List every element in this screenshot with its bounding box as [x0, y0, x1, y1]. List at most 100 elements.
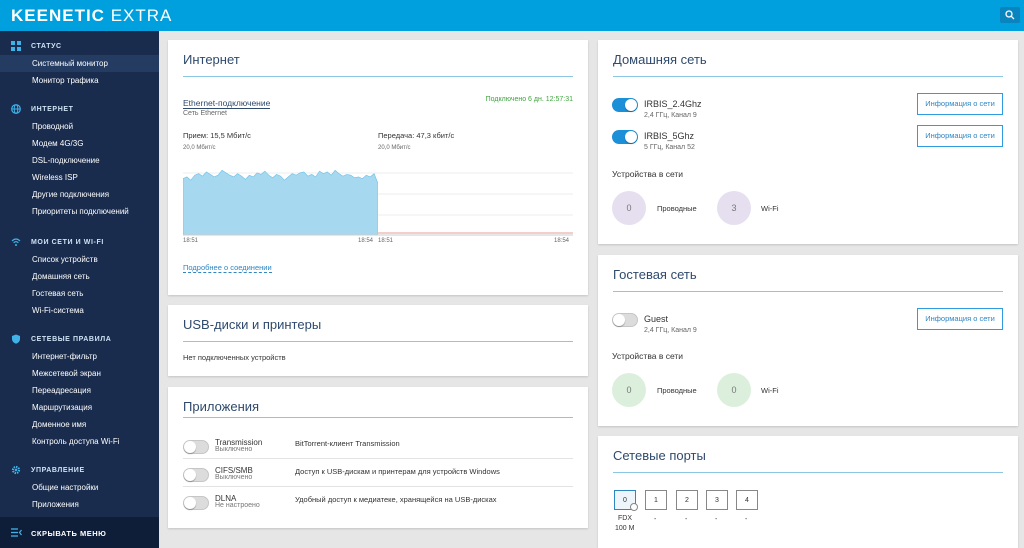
sidebar-section-internet: ИНТЕРНЕТ Проводной Модем 4G/3G DSL-подкл…	[0, 104, 159, 220]
port-0-speed: 100 M	[615, 525, 635, 532]
divider	[183, 341, 573, 342]
guest-detail: 2,4 ГГц, Канал 9	[644, 327, 697, 334]
sidebar: СТАТУС Системный монитор Монитор трафика…	[0, 31, 159, 548]
sidebar-item-home-network[interactable]: Домашняя сеть	[32, 272, 90, 281]
home-network-card: Домашняя сеть IRBIS_2.4Ghz 2,4 ГГц, Кана…	[598, 40, 1018, 244]
gear-icon	[11, 465, 21, 475]
sidebar-item-traffic-monitor[interactable]: Монитор трафика	[32, 76, 99, 85]
port-0-globe-icon	[630, 503, 638, 511]
port-2[interactable]: 2	[676, 490, 698, 510]
guest-ssid: Guest	[644, 314, 669, 324]
divider	[613, 291, 1003, 292]
wifi-5-toggle[interactable]	[612, 130, 638, 144]
hide-menu-label: СКРЫВАТЬ МЕНЮ	[31, 529, 107, 538]
rx-scale: 20,0 Мбит/с	[183, 145, 216, 151]
port-1[interactable]: 1	[645, 490, 667, 510]
search-icon	[1005, 10, 1015, 20]
sidebar-item-modem[interactable]: Модем 4G/3G	[32, 139, 84, 148]
sidebar-item-other-connections[interactable]: Другие подключения	[32, 190, 110, 199]
section-title: СЕТЕВЫЕ ПРАВИЛА	[31, 336, 112, 343]
sidebar-item-domain-name[interactable]: Доменное имя	[32, 420, 87, 429]
tx-time-start: 18:51	[378, 238, 394, 244]
divider	[613, 472, 1003, 473]
app-row-cifs: CIFS/SMB Выключено Доступ к USB-дискам и…	[183, 463, 573, 487]
grid-icon	[11, 41, 21, 51]
wifi-devices-count[interactable]: 0	[717, 373, 751, 407]
sidebar-item-forwarding[interactable]: Переадресация	[32, 386, 91, 395]
wifi-24-info-button[interactable]: Информация о сети	[917, 93, 1003, 115]
guest-info-button[interactable]: Информация о сети	[917, 308, 1003, 330]
sidebar-item-dsl[interactable]: DSL-подключение	[32, 156, 100, 165]
divider	[183, 417, 573, 418]
app-toggle[interactable]	[183, 468, 209, 482]
divider	[613, 76, 1003, 77]
wifi-label: Wi-Fi	[761, 386, 779, 395]
wifi-5-info-button[interactable]: Информация о сети	[917, 125, 1003, 147]
sidebar-item-system-monitor[interactable]: Системный монитор	[0, 55, 159, 72]
wired-devices-count[interactable]: 0	[612, 191, 646, 225]
app-row-transmission: Transmission Выключено BitTorrent-клиент…	[183, 435, 573, 459]
usb-empty-text: Нет подключенных устройств	[183, 353, 286, 362]
wifi-24-detail: 2,4 ГГц, Канал 9	[644, 112, 697, 119]
app-state: Выключено	[215, 446, 253, 453]
wifi-icon	[11, 238, 21, 246]
wired-label: Проводные	[657, 204, 697, 213]
wifi-devices-count[interactable]: 3	[717, 191, 751, 225]
wired-devices-count[interactable]: 0	[612, 373, 646, 407]
section-title: УПРАВЛЕНИЕ	[31, 467, 85, 474]
app-row-dlna: DLNA Не настроено Удобный доступ к медиа…	[183, 491, 573, 515]
app-toggle[interactable]	[183, 440, 209, 454]
sidebar-section-networks: МОИ СЕТИ И WI-FI Список устройств Домашн…	[0, 237, 159, 319]
usb-title: USB-диски и принтеры	[183, 317, 322, 332]
section-title: ИНТЕРНЕТ	[31, 106, 74, 113]
divider	[183, 76, 573, 77]
apps-title: Приложения	[183, 399, 260, 414]
wifi-24-toggle[interactable]	[612, 98, 638, 112]
sidebar-item-priorities[interactable]: Приоритеты подключений	[32, 207, 129, 216]
port-3[interactable]: 3	[706, 490, 728, 510]
sidebar-item-general-settings[interactable]: Общие настройки	[32, 483, 99, 492]
sidebar-item-wifi-access-control[interactable]: Контроль доступа Wi-Fi	[32, 437, 120, 446]
guest-network-card: Гостевая сеть Guest 2,4 ГГц, Канал 9 Инф…	[598, 255, 1018, 426]
port-4[interactable]: 4	[736, 490, 758, 510]
wifi-5-detail: 5 ГГц, Канал 52	[644, 144, 695, 151]
usb-card: USB-диски и принтеры Нет подключенных ус…	[168, 305, 588, 376]
top-bar: KEENETIC EXTRA	[0, 0, 1024, 31]
apps-card: Приложения Transmission Выключено BitTor…	[168, 387, 588, 528]
rx-time-end: 18:54	[358, 238, 374, 244]
sidebar-item-routing[interactable]: Маршрутизация	[32, 403, 93, 412]
sidebar-item-firewall[interactable]: Межсетевой экран	[32, 369, 101, 378]
sidebar-item-device-list[interactable]: Список устройств	[32, 255, 98, 264]
sidebar-item-internet-filter[interactable]: Интернет-фильтр	[32, 352, 97, 361]
connection-status: Подключено 6 дн. 12:57:31	[485, 96, 573, 103]
app-name: DLNA	[215, 494, 237, 503]
rx-traffic-graph	[183, 169, 378, 236]
hide-menu-button[interactable]: СКРЫВАТЬ МЕНЮ	[0, 517, 159, 548]
sidebar-item-wired[interactable]: Проводной	[32, 122, 74, 131]
rx-label: Прием: 15,5 Мбит/с	[183, 131, 251, 140]
sidebar-item-applications[interactable]: Приложения	[32, 500, 79, 509]
sidebar-item-wifi-system[interactable]: Wi-Fi-система	[32, 306, 84, 315]
app-toggle[interactable]	[183, 496, 209, 510]
wired-label: Проводные	[657, 386, 697, 395]
devices-label: Устройства в сети	[612, 351, 684, 361]
sidebar-item-guest-network[interactable]: Гостевая сеть	[32, 289, 84, 298]
guest-network-title: Гостевая сеть	[613, 267, 697, 282]
wifi-label: Wi-Fi	[761, 204, 779, 213]
app-name: Transmission	[215, 438, 263, 447]
port-0-duplex: FDX	[618, 515, 632, 522]
port-1-status: -	[654, 516, 657, 523]
ethernet-connection-link[interactable]: Ethernet-подключение	[183, 98, 271, 109]
guest-wifi-toggle[interactable]	[612, 313, 638, 327]
app-description: Удобный доступ к медиатеке, хранящейся н…	[295, 495, 497, 504]
port-3-status: -	[715, 516, 718, 523]
sidebar-section-rules: СЕТЕВЫЕ ПРАВИЛА Интернет-фильтр Межсетев…	[0, 334, 159, 450]
sidebar-item-wisp[interactable]: Wireless ISP	[32, 173, 78, 182]
rx-time-start: 18:51	[183, 238, 199, 244]
app-name: CIFS/SMB	[215, 466, 253, 475]
ports-title: Сетевые порты	[613, 448, 706, 463]
network-type: Сеть Ethernet	[183, 110, 227, 117]
sidebar-section-status: СТАТУС Системный монитор Монитор трафика	[0, 41, 159, 89]
connection-details-link[interactable]: Подробнее о соединении	[183, 263, 272, 273]
search-button[interactable]	[1000, 7, 1020, 23]
